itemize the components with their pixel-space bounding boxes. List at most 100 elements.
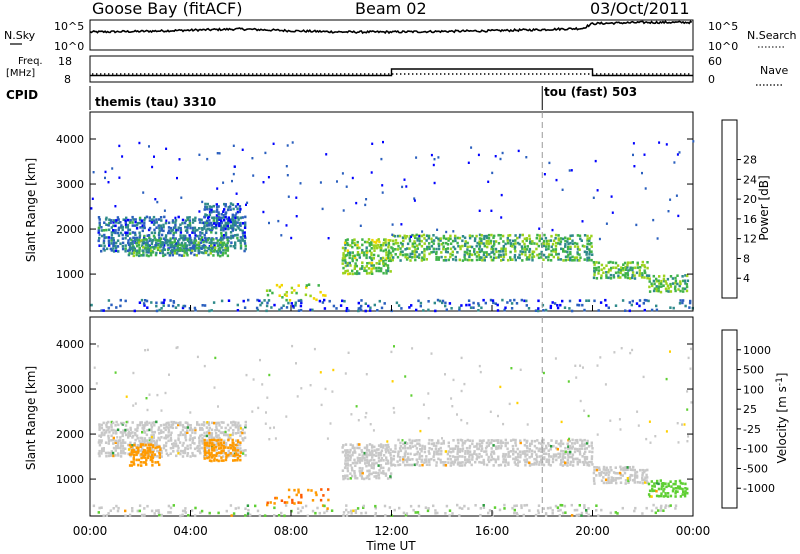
echo-cell: [399, 247, 402, 250]
echo-cell: [389, 476, 392, 480]
echo-cell: [365, 444, 369, 447]
echo-cell: [507, 461, 510, 465]
echo-cell: [136, 423, 139, 427]
echo-cell: [542, 309, 545, 312]
echo-cell: [110, 239, 113, 242]
echo-cell: [432, 442, 435, 445]
echo-cell: [229, 231, 233, 234]
echo-cell: [421, 447, 424, 450]
echo-cell: [100, 234, 104, 238]
echo-cell: [150, 509, 154, 513]
echo-cell: [216, 253, 220, 257]
echo-cell: [406, 457, 409, 461]
echo-cell: [107, 426, 111, 429]
echo-cell: [456, 445, 460, 448]
echo-cell: [124, 424, 128, 427]
echo-cell: [105, 423, 108, 427]
echo-cell: [261, 383, 264, 386]
echo-cell: [638, 304, 641, 308]
echo-cell: [551, 457, 555, 461]
echo-cell: [579, 364, 582, 367]
echo-cell: [164, 391, 167, 395]
echo-cell: [439, 458, 442, 462]
echo-cell: [205, 214, 208, 217]
echo-cell: [312, 297, 316, 300]
echo-cell: [341, 450, 345, 454]
echo-cell: [414, 248, 417, 251]
echo-cell: [573, 258, 576, 262]
echo-cell: [605, 274, 608, 277]
echo-cell: [525, 299, 528, 303]
echo-cell: [210, 244, 213, 247]
echo-cell: [160, 513, 163, 517]
echo-cell: [345, 185, 348, 188]
echo-cell: [210, 208, 213, 212]
echo-cell: [149, 251, 153, 255]
echo-cell: [295, 215, 298, 218]
echo-cell: [217, 444, 220, 447]
echo-cell: [551, 509, 554, 512]
echo-cell: [268, 221, 270, 225]
echo-cell: [432, 247, 435, 251]
echo-cell: [110, 226, 113, 229]
echo-cell: [105, 514, 108, 517]
echo-cell: [592, 479, 596, 483]
echo-cell: [232, 221, 235, 224]
echo-cell: [631, 271, 635, 274]
echo-cell: [590, 242, 593, 245]
echo-cell: [172, 442, 176, 445]
echo-cell: [234, 439, 238, 442]
echo-cell: [615, 477, 618, 480]
echo-cell: [122, 218, 125, 221]
echo-cell: [396, 455, 400, 458]
echo-cell: [545, 242, 548, 246]
echo-cell: [624, 309, 627, 312]
echo-cell: [296, 395, 299, 398]
echo-cell: [674, 487, 678, 490]
echo-cell: [215, 434, 218, 438]
colorbar-tick-label: 25: [743, 403, 757, 416]
echo-cell: [274, 496, 277, 500]
echo-cell: [510, 302, 514, 305]
echo-cell: [217, 429, 221, 433]
echo-cell: [451, 455, 455, 458]
echo-cell: [468, 236, 472, 240]
echo-cell: [437, 237, 440, 241]
echo-cell: [401, 253, 405, 257]
echo-cell: [626, 266, 629, 269]
echo-cell: [415, 447, 419, 450]
echo-cell: [420, 239, 423, 243]
y-tick-label: 2000: [56, 223, 84, 236]
echo-cell: [207, 456, 211, 459]
echo-cell: [202, 251, 205, 255]
echo-cell: [325, 153, 328, 156]
echo-cell: [440, 251, 443, 254]
echo-cell: [413, 453, 416, 456]
echo-cell: [451, 239, 455, 243]
echo-cell: [464, 439, 467, 443]
echo-cell: [285, 294, 288, 297]
echo-cell: [427, 507, 430, 510]
echo-cell: [131, 434, 135, 438]
echo-cell: [598, 237, 601, 241]
echo-cell: [236, 309, 240, 312]
echo-cell: [492, 250, 495, 254]
echo-cell: [125, 225, 128, 229]
echo-cell: [224, 233, 228, 237]
echo-cell: [529, 442, 532, 446]
echo-cell: [107, 454, 111, 458]
echo-cell: [167, 439, 170, 443]
echo-cell: [478, 442, 481, 446]
echo-cell: [641, 260, 644, 264]
echo-cell: [220, 451, 223, 454]
echo-cell: [570, 169, 573, 172]
echo-cell: [174, 231, 178, 234]
echo-cell: [129, 431, 132, 435]
colorbar-tick-label: 16: [743, 213, 757, 226]
echo-cell: [546, 506, 550, 510]
echo-cell: [148, 436, 151, 440]
echo-cell: [147, 454, 150, 457]
echo-cell: [461, 444, 464, 447]
echo-cell: [543, 173, 546, 176]
echo-cell: [108, 218, 111, 221]
